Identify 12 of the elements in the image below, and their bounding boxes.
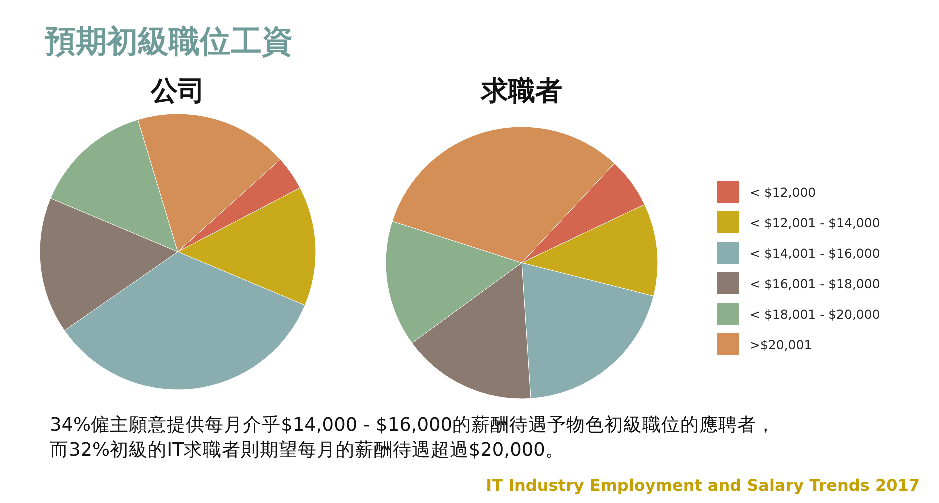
- legend-label: < $12,000: [750, 185, 816, 200]
- chart-title: 求職者: [480, 76, 562, 107]
- legend-label: < $12,001 - $14,000: [750, 216, 880, 230]
- legend-label: < $18,001 - $20,000: [750, 307, 880, 322]
- legend-label: >$20,001: [750, 338, 812, 352]
- chart-title: 預期初級職位工資: [45, 24, 293, 60]
- text: IT Industry Employment and Salary Trends 2017: [486, 476, 920, 495]
- chart-subtitle: 公司: [150, 76, 205, 107]
- legend-label: < $16,001 - $18,000: [750, 276, 880, 292]
- text: 而32%初級的IT求職者則期望每月的薪酬待遇超過$20,000。: [50, 439, 564, 461]
- legend-label: < $14,001 - $16,000: [750, 246, 880, 261]
- text: 34%僱主願意提供每月介乎$14,000 - $16,000的薪酬待遇予物色初級職位的應聘者，: [50, 414, 776, 436]
